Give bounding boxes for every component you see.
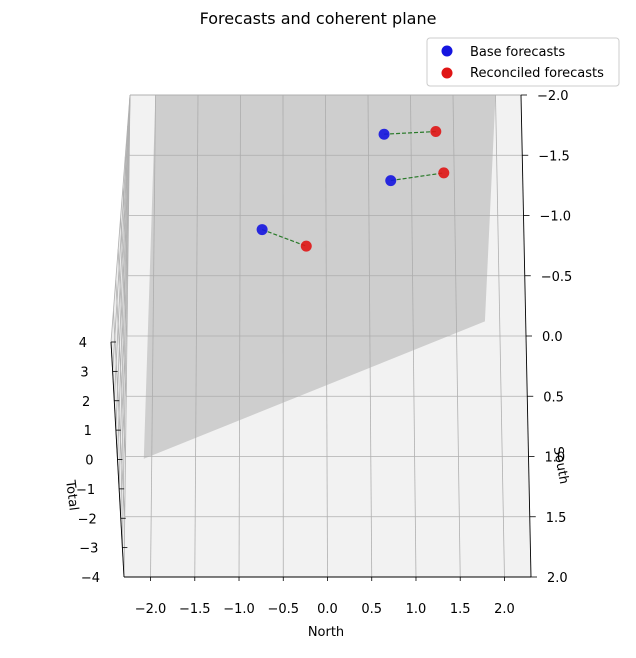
grid-line-z-side bbox=[115, 94, 131, 431]
grid-line-z-side bbox=[118, 94, 131, 489]
grid-line-z-side bbox=[120, 94, 131, 519]
connector-lines bbox=[261, 130, 444, 247]
x-tick-label: 2.0 bbox=[494, 602, 515, 617]
connector-line bbox=[390, 172, 444, 182]
x-tick-label: 0.0 bbox=[317, 602, 338, 617]
grid-line-z-side bbox=[112, 94, 131, 372]
legend-frame bbox=[426, 37, 620, 87]
y-tick-label: 2.0 bbox=[547, 571, 568, 586]
x-tick-label: 0.5 bbox=[361, 602, 382, 617]
y-tick-label: −1.0 bbox=[540, 210, 572, 225]
reconciled-forecast-point bbox=[430, 126, 442, 138]
z-tick-label: −2 bbox=[78, 512, 97, 527]
z-tick-label: 4 bbox=[79, 336, 87, 351]
z-tick-label: 3 bbox=[80, 365, 88, 380]
tick-labels: −2.0 −1.5 −1.0 −0.5 0.0 0.5 1.0 1.5 2.0−2.0−1.5−… bbox=[76, 89, 572, 617]
legend-marker-reconciled bbox=[441, 67, 453, 79]
z-tick-label: 2 bbox=[82, 395, 90, 410]
x-tick-label: −1.0 bbox=[223, 602, 255, 617]
y-tick-label: −1.5 bbox=[538, 149, 570, 164]
y-axis-label: South bbox=[550, 445, 571, 485]
legend-label-reconciled: Reconciled forecasts bbox=[470, 66, 604, 81]
base-forecast-point bbox=[378, 128, 390, 140]
base-forecast-point bbox=[256, 224, 268, 236]
reconciled-forecast-point bbox=[300, 240, 312, 252]
data-points bbox=[256, 126, 450, 252]
z-axis-label: Total bbox=[62, 479, 81, 512]
grid-line-z-side bbox=[113, 94, 131, 401]
y-tick-label: 1.0 bbox=[545, 451, 566, 466]
z-tick-label: 0 bbox=[85, 454, 93, 469]
grid-line-z-side bbox=[117, 94, 131, 460]
legend-label-base: Base forecasts bbox=[470, 45, 565, 60]
coherent-plane-surface bbox=[143, 95, 496, 459]
grid-line-z-side bbox=[110, 94, 131, 343]
reconciled-forecast-point bbox=[438, 167, 450, 179]
legend-marker-base bbox=[441, 45, 453, 57]
coherent-plane bbox=[143, 95, 496, 459]
y-tick-label: 0.0 bbox=[542, 330, 563, 345]
z-tick-label: −3 bbox=[79, 542, 98, 557]
x-tick-label: 1.5 bbox=[450, 602, 471, 617]
z-tick-label: −4 bbox=[81, 571, 100, 586]
y-tick-label: −2.0 bbox=[537, 89, 569, 104]
y-tick-label: 1.5 bbox=[546, 511, 567, 526]
x-tick-label: −1.5 bbox=[179, 602, 211, 617]
x-tick-label: −0.5 bbox=[267, 602, 299, 617]
legend: Base forecasts Reconciled forecasts bbox=[426, 37, 620, 87]
x-tick-label: −2.0 bbox=[135, 602, 167, 617]
y-tick-label: −0.5 bbox=[541, 270, 573, 285]
x-axis-label: North bbox=[308, 625, 344, 640]
y-tick-label: 0.5 bbox=[543, 390, 564, 405]
connector-line bbox=[261, 229, 307, 247]
z-tick-label: 1 bbox=[84, 424, 92, 439]
chart-title: Forecasts and coherent plane bbox=[200, 9, 437, 28]
x-tick-label: 1.0 bbox=[406, 602, 427, 617]
connector-line bbox=[384, 130, 436, 135]
base-forecast-point bbox=[385, 175, 397, 187]
z-tick-label: −1 bbox=[76, 483, 95, 498]
